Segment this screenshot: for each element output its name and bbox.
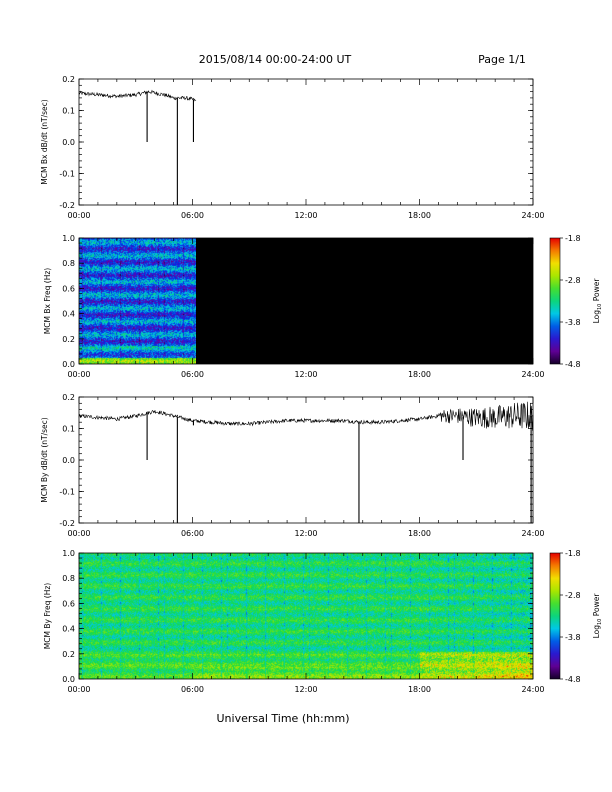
colorbar-scale [549,237,561,365]
x-tick-label: 18:00 [408,211,431,220]
bx-dbdt-panel: 00:00 06:00 12:00 18:00 24:00 0.2 0.1 0.0 -0.1 -0… [40,75,545,220]
x-tick-label: 24:00 [521,370,544,379]
page-indicator: Page 1/1 [478,53,526,66]
x-tick-label: 24:00 [521,685,544,694]
colorbar-label-main: Log [592,625,601,639]
colorbar-label: Log10 Power [592,278,603,324]
by-spectrogram-panel: 00:00 06:00 12:00 18:00 24:00 1.0 0.8 0.6 0.4 0.2… [43,549,603,694]
by-dbdt-axes: 00:00 06:00 12:00 18:00 24:00 0.2 0.1 0.0 -0.1 -0… [59,393,544,538]
x-tick-label: 06:00 [181,370,204,379]
by-dbdt-panel: 00:00 06:00 12:00 18:00 24:00 0.2 0.1 0.0 -0.1 -0… [40,393,545,538]
series-line [78,401,534,431]
x-tick-label: 06:00 [181,529,204,538]
y-tick-label: 1.0 [62,234,75,243]
x-tick-label: 06:00 [181,685,204,694]
y-tick-label: 0.1 [62,107,75,116]
by-spectrogram-axes: 00:00 06:00 12:00 18:00 24:00 1.0 0.8 0.6 0.4 0.2… [62,549,544,694]
y-tick-label: 0.8 [62,574,75,583]
by-dbdt-series [78,401,534,523]
y-tick-label: 0.6 [62,284,75,293]
x-tick-label: 00:00 [67,529,90,538]
x-tick-label: 12:00 [294,685,317,694]
series-line [78,89,197,102]
colorbar-label-tail: Power [592,593,601,619]
bx-spectrogram-ylabel: MCM Bx Freq (Hz) [43,268,52,334]
x-tick-label: 00:00 [67,211,90,220]
y-tick-label: 0.8 [62,259,75,268]
colorbar-tick-label: -1.8 [565,549,581,558]
y-tick-label: 0.0 [62,360,75,369]
x-tick-label: 12:00 [294,370,317,379]
x-axis-label: Universal Time (hh:mm) [217,712,350,725]
bx-dbdt-ylabel: MCM Bx dB/dt (nT/sec) [40,99,49,184]
colorbar-tick-label: -4.8 [565,360,581,369]
colorbar-tick-label: -2.8 [565,591,581,600]
x-tick-label: 12:00 [294,529,317,538]
bx-colorbar: -1.8 -2.8 -3.8 -4.8 Log10 Power [549,234,603,369]
bx-spectrogram-panel: 00:00 06:00 12:00 18:00 24:00 1.0 0.8 0.6 0.4 0.2… [43,234,603,379]
by-dbdt-ylabel: MCM By dB/dt (nT/sec) [40,417,49,502]
bx-spectrogram-axes: 00:00 06:00 12:00 18:00 24:00 1.0 0.8 0.6 0.4 0.2… [62,234,544,379]
y-tick-label: 0.0 [62,675,75,684]
y-tick-label: 0.2 [62,650,75,659]
colorbar-label-sub: 10 [597,619,603,625]
bx-dbdt-series [78,89,197,205]
x-tick-label: 18:00 [408,529,431,538]
y-tick-label: 0.2 [62,75,75,84]
bx-dbdt-axes: 00:00 06:00 12:00 18:00 24:00 0.2 0.1 0.0 -0.1 -0… [59,75,544,220]
y-tick-label: -0.1 [59,488,75,497]
y-tick-label: 0.2 [62,393,75,402]
colorbar-tick-label: -3.8 [565,318,581,327]
y-tick-label: 0.1 [62,425,75,434]
date-range-title: 2015/08/14 00:00-24:00 UT [199,53,352,66]
by-spectrogram-ylabel: MCM By Freq (Hz) [43,583,52,649]
colorbar-tick-label: -4.8 [565,675,581,684]
colorbar-tick-label: -1.8 [565,234,581,243]
y-tick-label: 0.4 [62,625,75,634]
x-tick-label: 12:00 [294,211,317,220]
by-spectrogram-image [79,553,533,679]
y-tick-label: 0.4 [62,310,75,319]
x-tick-label: 24:00 [521,211,544,220]
colorbar-scale [549,552,561,680]
colorbar-label-sub: 10 [597,304,603,310]
x-tick-label: 24:00 [521,529,544,538]
y-tick-label: 0.0 [62,456,75,465]
y-tick-label: -0.1 [59,170,75,179]
colorbar-label-main: Log [592,310,601,324]
y-tick-label: -0.2 [59,519,75,528]
y-tick-label: 0.6 [62,599,75,608]
y-tick-label: 0.0 [62,138,75,147]
x-tick-label: 18:00 [408,370,431,379]
x-tick-label: 00:00 [67,685,90,694]
colorbar-label-tail: Power [592,278,601,304]
colorbar-tick-label: -3.8 [565,633,581,642]
x-tick-label: 18:00 [408,685,431,694]
x-tick-label: 06:00 [181,211,204,220]
by-colorbar: -1.8 -2.8 -3.8 -4.8 Log10 Power [549,549,603,684]
y-tick-label: 1.0 [62,549,75,558]
colorbar-label: Log10 Power [592,593,603,639]
x-tick-label: 00:00 [67,370,90,379]
y-tick-label: -0.2 [59,201,75,210]
colorbar-tick-label: -2.8 [565,276,581,285]
bx-spectrogram-image [79,238,196,364]
y-tick-label: 0.2 [62,335,75,344]
